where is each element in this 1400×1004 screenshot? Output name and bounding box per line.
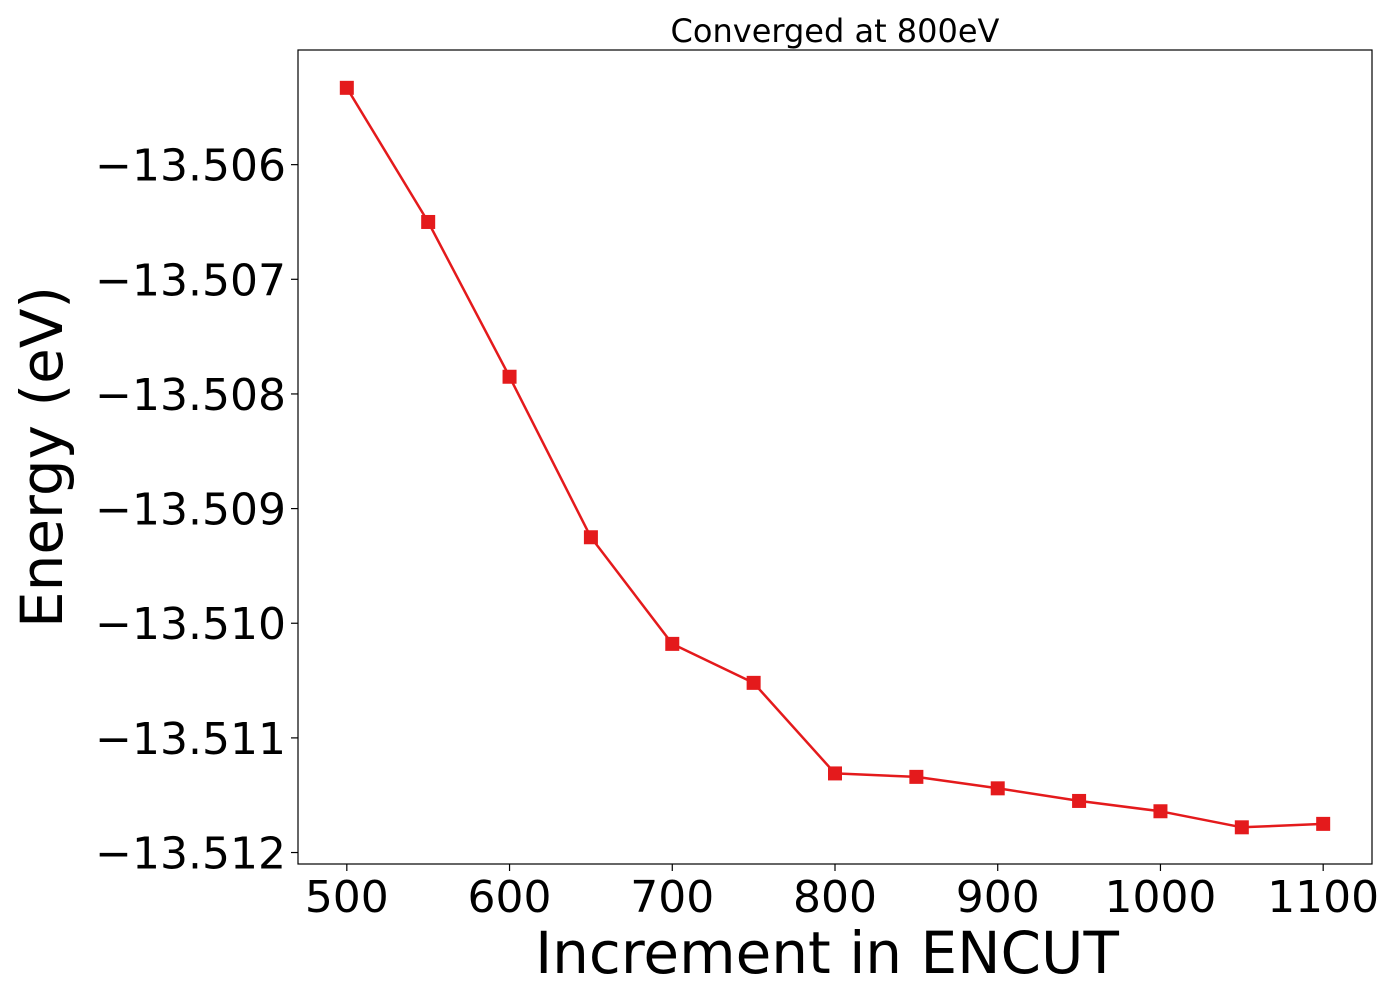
x-axis-label: Increment in ENCUT: [535, 919, 1119, 987]
data-point: [828, 766, 842, 781]
x-tick-label: 900: [956, 872, 1040, 923]
plot-frame: [297, 49, 1373, 865]
data-point: [909, 769, 924, 784]
x-tick-label: 800: [793, 872, 877, 923]
data-point: [746, 675, 761, 690]
y-axis-label: Energy (eV): [8, 286, 76, 628]
data-point: [421, 214, 436, 229]
data-point: [1072, 793, 1087, 808]
x-tick-label: 1000: [1104, 872, 1216, 923]
data-point: [1153, 804, 1168, 819]
x-tick-label: 1100: [1267, 872, 1379, 923]
data-point: [1234, 820, 1249, 835]
data-point: [665, 636, 680, 651]
y-tick-label: −13.510: [95, 599, 286, 650]
y-tick-label: −13.506: [95, 141, 286, 192]
plot-area: 500 600 700 800 900 1000 1100 −13.506 −13.507 −13…: [95, 49, 1379, 923]
data-point: [339, 80, 354, 95]
y-tick-label: −13.507: [95, 255, 286, 306]
x-tick-label: 600: [468, 872, 552, 923]
y-tick-label: −13.512: [95, 829, 286, 880]
data-point: [990, 781, 1005, 796]
chart-title: Converged at 800eV: [671, 12, 1000, 50]
data-point: [1316, 816, 1331, 831]
x-tick-label: 700: [630, 872, 714, 923]
data-point: [502, 369, 517, 384]
x-tick-label: 500: [305, 872, 389, 923]
y-tick-label: −13.511: [95, 714, 286, 765]
y-tick-label: −13.508: [95, 370, 286, 421]
series-line: [345, 87, 1324, 829]
y-tick-label: −13.509: [95, 485, 286, 536]
data-point: [583, 530, 598, 545]
